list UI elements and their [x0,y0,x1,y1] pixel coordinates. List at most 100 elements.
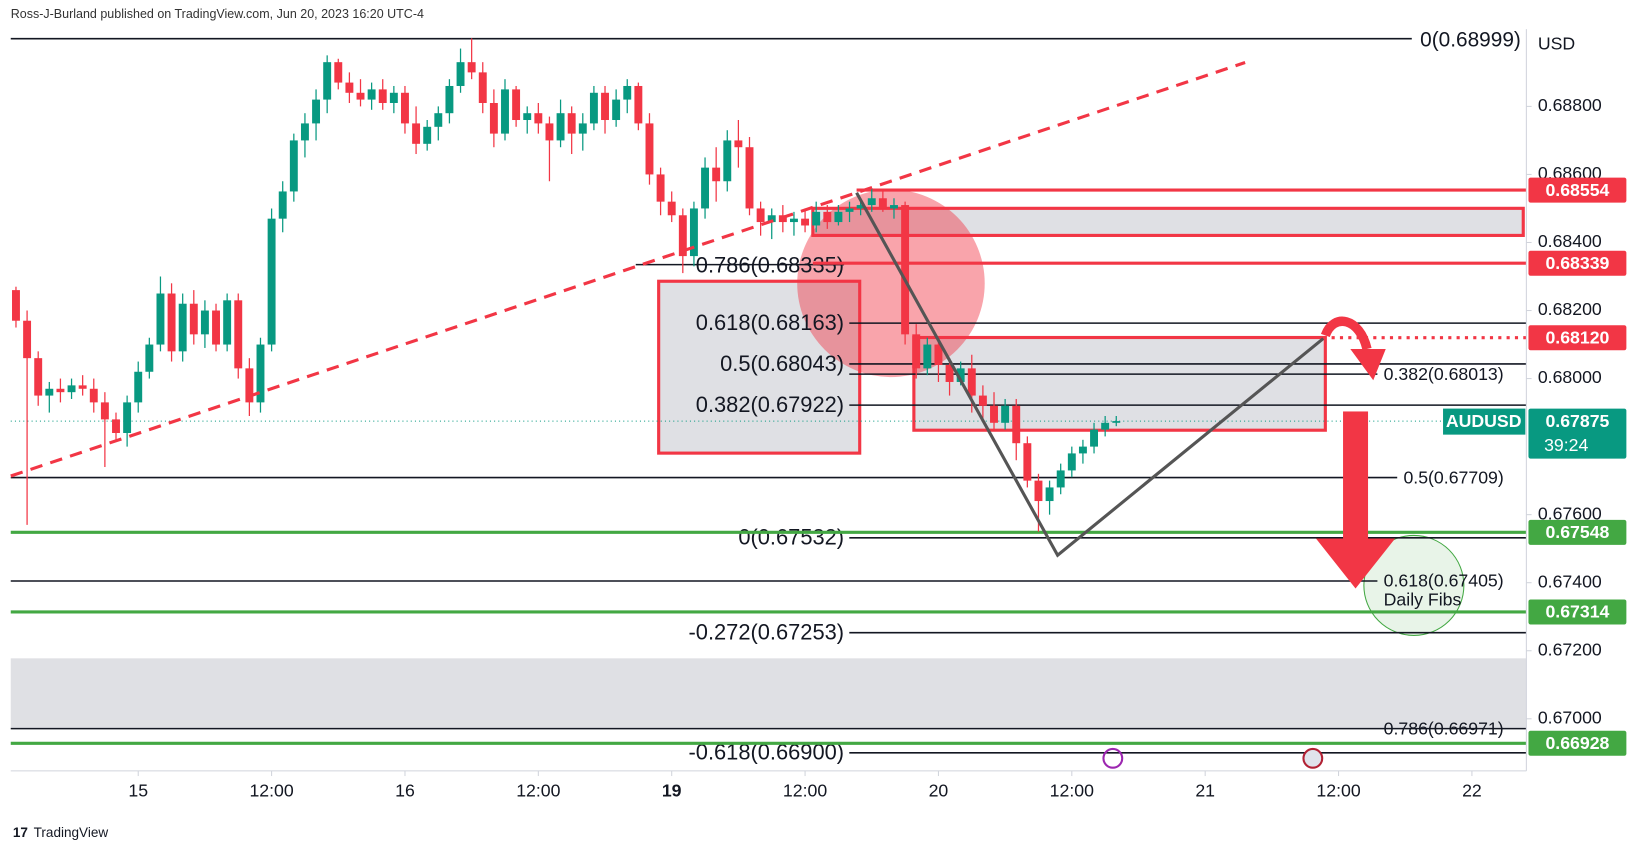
trend-line [10,61,1246,478]
candle-body [489,102,498,134]
zone [10,658,1527,730]
candle-body [78,385,87,389]
x-tick-label: 22 [1462,780,1482,800]
y-tick-label: 0.68000 [1538,367,1602,387]
candle-body [623,85,632,100]
arrow [1343,411,1369,542]
candle-body [67,385,76,393]
x-tick-label: 20 [929,780,949,800]
candle-body [745,147,754,209]
fib-label: 0.618(0.67405) [1384,571,1504,591]
event-icon[interactable] [1302,747,1324,769]
fib-label: 0.5(0.68043) [720,351,844,376]
candle-body [312,99,321,124]
candle-body [645,123,654,175]
candle-body [245,368,254,403]
x-tick-label: 12:00 [1316,780,1360,800]
price-tag-label: 0.67875 [1545,411,1609,431]
candle-body [612,99,621,121]
price-tag [1528,408,1627,459]
price-tag-label: 0.68339 [1545,253,1609,273]
candle-body [689,208,698,257]
candle-body [178,303,187,352]
candle-body [834,211,843,223]
candle-body [656,174,665,202]
candle-body [223,300,232,345]
y-tick-label: 0.67600 [1538,503,1602,523]
pattern-line [855,191,1325,558]
candle-body [867,198,876,206]
candle-body [34,358,43,396]
event-icon[interactable] [1102,747,1124,769]
fib-label: 0.618(0.68163) [696,310,844,335]
fib-label: 0.786(0.68335) [696,252,844,277]
x-tick-label: 15 [128,780,148,800]
price-tag [1528,599,1627,625]
candle-body [634,85,643,124]
candle-body [467,62,476,73]
candle-body [856,205,865,209]
candle-body [890,205,898,209]
candle-body [156,293,165,345]
x-tick-label: 21 [1195,780,1215,800]
candle-body [289,140,298,192]
y-tick-label: 0.68400 [1538,231,1602,251]
candle-body [601,92,609,121]
candle-body [378,89,387,103]
candle-body [667,201,676,216]
candle-body [278,191,287,219]
candle-body [678,215,687,257]
candle-body [12,290,20,321]
candle-body [345,82,354,93]
y-tick-label: 0.67200 [1538,639,1602,659]
candle-body [978,395,987,406]
price-tag-label: 0.67314 [1545,602,1609,622]
x-tick-label: 16 [395,780,415,800]
y-tick-label: 0.67400 [1538,571,1602,591]
candle-body [145,344,154,372]
currency: USD [1538,33,1575,53]
candle-body [1101,422,1110,430]
candle-body [956,368,965,382]
candle-body [1112,421,1121,423]
candle-body [45,388,54,396]
candle-body [412,123,421,144]
candle-body [567,113,576,134]
candle-body [801,218,810,226]
candle-body [100,402,109,420]
candle-body [734,140,743,148]
zone [657,279,862,455]
candle-body [789,218,798,223]
candle-body [923,344,932,369]
candle-body [267,218,276,345]
fib-label: 0.5(0.67709) [1403,467,1503,487]
price-tag-label: 0.68554 [1545,180,1609,200]
fib-label: 0(0.67532) [738,525,844,550]
candle-body [767,215,776,223]
candle-body [967,368,976,396]
candle-body [712,167,721,182]
arrow-head [1350,348,1386,381]
symbol-tag [1443,408,1526,435]
candle-body [556,113,565,141]
candle-body [256,344,265,403]
candle-body [356,92,365,100]
candle-body [534,113,543,124]
candle-body [1045,487,1054,502]
candle-body [478,72,487,103]
candle-body [189,303,198,335]
candle-body [723,140,732,182]
candle-body [1090,429,1098,447]
candle-body [501,89,509,134]
candle-body [334,62,343,83]
price-tag [1528,325,1627,351]
price-tag [1528,250,1627,276]
x-tick-label: 19 [662,780,682,800]
symbol-label: AUDUSD [1446,411,1522,431]
arrow-head [1315,538,1396,589]
candle-body [1023,443,1032,481]
x-tick-label: 12:00 [1050,780,1094,800]
candle-body [1056,470,1065,488]
candle-body [545,123,554,141]
fib-label: 0(0.68999) [1420,28,1521,51]
